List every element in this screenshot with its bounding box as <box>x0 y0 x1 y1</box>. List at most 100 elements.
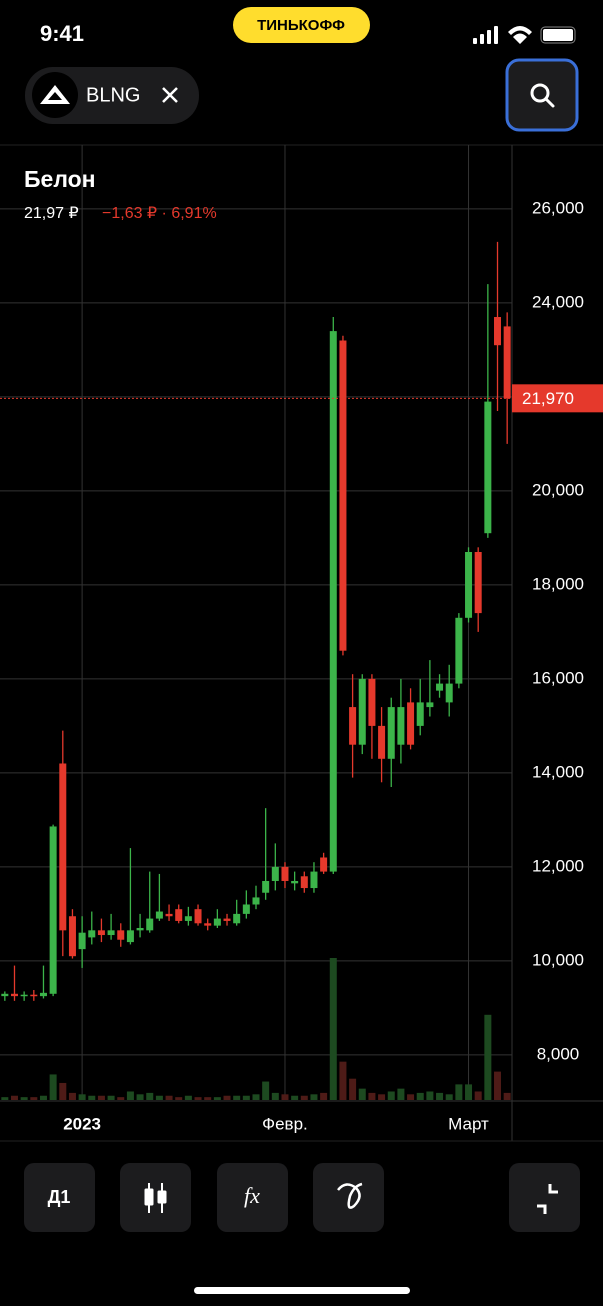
volume-bar <box>465 1084 473 1100</box>
volume-bar <box>39 1095 47 1100</box>
candle-body <box>436 683 444 691</box>
status-time: 9:41 <box>40 21 84 46</box>
search-button[interactable] <box>505 58 579 132</box>
brand-pill <box>233 7 370 43</box>
volume-bar <box>407 1094 415 1100</box>
drawing-icon <box>337 1182 363 1209</box>
y-tick-label: 18,000 <box>532 574 584 593</box>
candle-body <box>339 340 347 651</box>
volume-bar <box>30 1097 38 1100</box>
volume-bar <box>445 1094 453 1100</box>
signal-icon <box>473 26 498 44</box>
volume-bar <box>262 1081 270 1100</box>
candle-body <box>165 913 173 917</box>
candle-body <box>233 913 241 924</box>
volume-bar <box>368 1092 376 1100</box>
y-tick-label: 24,000 <box>532 292 584 311</box>
candle-body <box>184 916 192 921</box>
y-tick-label: 16,000 <box>532 668 584 687</box>
y-tick-label: 12,000 <box>532 856 584 875</box>
y-tick-label: 26,000 <box>532 198 584 217</box>
candle-body <box>426 702 434 708</box>
brand-label: ТИНЬКОФФ <box>257 17 345 34</box>
ticker-logo <box>32 72 78 118</box>
candle-body <box>155 911 163 919</box>
candles-icon <box>144 1183 167 1213</box>
search-icon <box>530 83 550 103</box>
close-chip-icon[interactable] <box>162 87 178 103</box>
candle-body <box>136 927 144 931</box>
volume-bar <box>59 1082 67 1100</box>
candle-body <box>30 994 38 997</box>
indicators-button[interactable] <box>217 1163 288 1232</box>
instrument-price: 21,97 ₽ <box>24 205 79 222</box>
logo-mark <box>40 85 70 104</box>
volume-bar <box>281 1094 289 1100</box>
y-tick-label: 10,000 <box>532 950 584 969</box>
wifi-icon <box>508 26 532 44</box>
candle-body <box>126 930 134 943</box>
volume-bar <box>233 1095 241 1100</box>
last-price-label: 21,970 <box>522 389 574 408</box>
volume-bar <box>494 1071 502 1100</box>
candle-body <box>68 916 76 957</box>
y-tick-label: 8,000 <box>537 1044 580 1063</box>
volume-bar <box>349 1078 357 1100</box>
candle-body <box>407 702 415 745</box>
chart-type-button[interactable] <box>120 1163 191 1232</box>
volume-bar <box>339 1061 347 1100</box>
candle-body <box>291 880 299 884</box>
candle-body <box>204 923 212 926</box>
volume-bar <box>271 1092 279 1100</box>
candle-body <box>465 552 473 618</box>
volume-bar <box>78 1094 86 1100</box>
candle-body <box>78 932 86 950</box>
volume-bar <box>97 1095 105 1100</box>
x-tick-label: Февр. <box>262 1114 308 1133</box>
period-button[interactable] <box>24 1163 95 1232</box>
volume-bar <box>204 1097 212 1100</box>
volume-bar <box>165 1095 173 1100</box>
candle-body <box>39 992 47 997</box>
candle-body <box>146 918 154 931</box>
candle-body <box>194 909 202 924</box>
candle-body <box>310 871 318 889</box>
candle-body <box>175 909 183 921</box>
candle-body <box>10 993 18 997</box>
candle-body <box>49 826 57 994</box>
volume-bar <box>10 1095 18 1100</box>
search-icon-handle <box>544 97 555 108</box>
candle-body <box>387 707 395 759</box>
period-label: Д1 <box>48 1187 71 1207</box>
collapse-icon <box>537 1184 558 1214</box>
volume-bar <box>107 1095 115 1100</box>
candle-body <box>281 866 289 881</box>
battery-level <box>543 29 573 41</box>
volume-bar <box>20 1097 28 1100</box>
volume-bar <box>242 1095 250 1100</box>
indicators-label: fx <box>244 1183 260 1208</box>
volume-bar <box>474 1091 482 1100</box>
candle-body <box>397 707 405 745</box>
volume-bar <box>126 1091 134 1100</box>
ticker-label: BLNG <box>86 84 140 106</box>
volume-bar <box>503 1092 511 1100</box>
volume-bar <box>194 1097 202 1100</box>
candle-body <box>107 930 115 936</box>
candle-body <box>252 897 260 905</box>
candle-body <box>1 993 9 997</box>
volume-bar <box>184 1095 192 1100</box>
candle-body <box>474 552 482 614</box>
candle-body <box>329 331 337 872</box>
volume-bar <box>397 1088 405 1100</box>
volume-bar <box>252 1094 260 1100</box>
volume-bar <box>436 1092 444 1100</box>
candle-body <box>349 707 357 745</box>
collapse-button[interactable] <box>509 1163 580 1232</box>
volume-bar <box>223 1095 231 1100</box>
volume-bar <box>291 1095 299 1100</box>
volume-bar <box>358 1088 366 1100</box>
volume-bar <box>378 1094 386 1100</box>
